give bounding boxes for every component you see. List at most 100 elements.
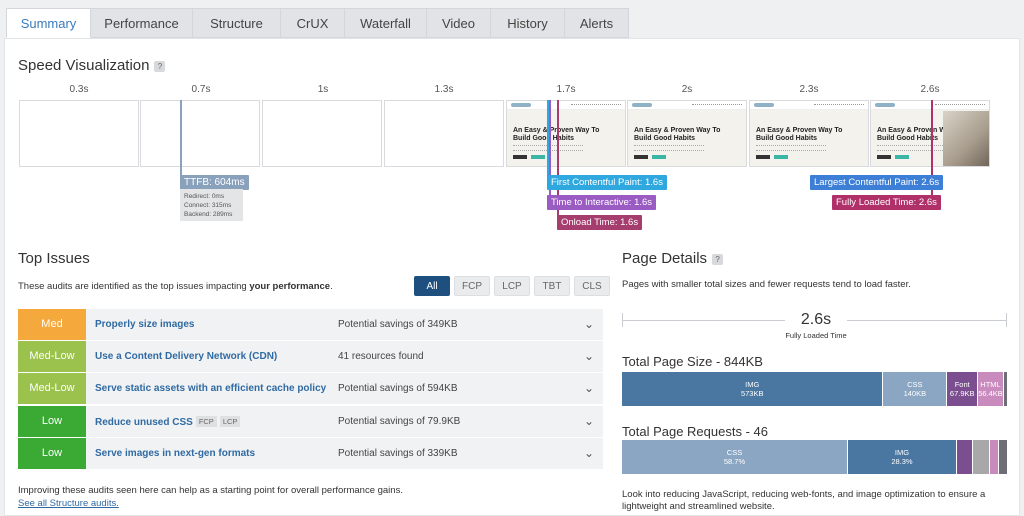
filmstrip-frame[interactable]: [19, 100, 139, 167]
tab-crux[interactable]: CrUX: [281, 8, 345, 38]
ttfb-breakdown: Redirect: 0ms Connect: 315ms Backend: 28…: [180, 189, 243, 221]
issue-title-text[interactable]: Properly size images: [95, 319, 195, 330]
issue-title-text[interactable]: Serve static assets with an efficient ca…: [95, 383, 327, 394]
total-page-size-title: Total Page Size - 844KB: [622, 354, 763, 369]
timeline-tick: 1.7s: [556, 84, 576, 95]
stack-segment[interactable]: IMG 28.3%: [847, 440, 957, 474]
page-size-bar: IMG 573KB CSS 140KB Font 67.9KB HTML 56.4KB: [622, 372, 1007, 406]
issue-title[interactable]: Serve images in next-gen formats: [95, 448, 255, 459]
chevron-down-icon[interactable]: ⌄: [583, 446, 595, 460]
stack-segment[interactable]: [990, 440, 999, 474]
stack-segment[interactable]: [1003, 372, 1007, 406]
ttfb-backend: Backend: 289ms: [184, 211, 233, 218]
gauge-right-cap: [1006, 313, 1007, 327]
frame-headline: An Easy & Proven Way To Build Good Habit…: [513, 127, 600, 142]
page-screenshot: An Easy & Proven Way To Build Good Habit…: [507, 101, 625, 166]
issue-title-text[interactable]: Reduce unused CSS: [95, 417, 193, 428]
issue-row[interactable]: Med-Low Use a Content Delivery Network (C…: [18, 341, 603, 372]
segment-value: 56.4KB: [978, 389, 1003, 398]
segment-name: IMG: [894, 448, 910, 457]
help-icon[interactable]: ?: [712, 253, 724, 265]
segment-value: 58.7%: [723, 457, 746, 466]
segment-name: Font: [954, 380, 970, 389]
stack-segment[interactable]: [998, 440, 1007, 474]
segment-name: CSS: [726, 448, 743, 457]
issue-title[interactable]: Reduce unused CSS FCP LCP: [95, 416, 241, 428]
page-details-title: Page Details: [622, 250, 708, 267]
desc-bold: your performance: [249, 281, 331, 292]
filter-cls[interactable]: CLS: [574, 276, 610, 296]
tti-marker: Time to Interactive: 1.6s: [547, 195, 657, 210]
filmstrip-frame[interactable]: [140, 100, 260, 167]
fully-loaded-value: 2.6s: [785, 311, 847, 329]
page-details-heading: Page Details?: [622, 250, 724, 267]
filmstrip-frame[interactable]: [262, 100, 382, 167]
segment-name: HTML: [980, 380, 1001, 389]
filter-fcp[interactable]: FCP: [454, 276, 490, 296]
issue-savings: Potential savings of 79.9KB: [338, 416, 461, 427]
chevron-down-icon[interactable]: ⌄: [583, 317, 595, 331]
metric-chip: LCP: [219, 416, 241, 427]
severity-badge: Low: [18, 406, 86, 437]
frame-headline: An Easy & Proven Way To Build Good Habit…: [877, 127, 964, 142]
stack-segment[interactable]: CSS 140KB: [883, 372, 948, 406]
segment-name: CSS: [907, 380, 923, 389]
tti-line: [549, 100, 551, 196]
metric-chip: FCP: [195, 416, 217, 427]
ttfb-redirect: Redirect: 0ms: [184, 193, 225, 200]
tab-alerts[interactable]: Alerts: [565, 8, 629, 38]
onload-line: [557, 100, 559, 216]
stack-segment[interactable]: IMG 573KB: [622, 372, 884, 406]
filmstrip-frame[interactable]: An Easy & Proven Way To Build Good Habit…: [627, 100, 747, 167]
issue-title[interactable]: Properly size images: [95, 319, 195, 330]
issue-row[interactable]: Med Properly size images Potential savings…: [18, 309, 603, 340]
tab-performance[interactable]: Performance: [91, 8, 193, 38]
issue-title[interactable]: Serve static assets with an efficient ca…: [95, 383, 326, 394]
ttfb-marker: TTFB: 604ms: [180, 175, 249, 190]
issue-filters: All FCP LCP TBT CLS: [414, 276, 610, 296]
stack-segment[interactable]: [973, 440, 991, 474]
segment-value: 28.3%: [891, 457, 913, 466]
chevron-down-icon[interactable]: ⌄: [583, 381, 595, 395]
desc-text: These audits are identified as the top i…: [18, 281, 250, 292]
onload-marker: Onload Time: 1.6s: [557, 215, 643, 230]
tab-history[interactable]: History: [491, 8, 565, 38]
issue-row[interactable]: Low Serve images in next-gen formats Poten…: [18, 438, 603, 469]
issue-title-text[interactable]: Serve images in next-gen formats: [95, 448, 256, 459]
segment-name: IMG: [745, 380, 760, 389]
stack-segment[interactable]: CSS 58.7%: [622, 440, 848, 474]
tab-summary[interactable]: Summary: [6, 8, 91, 38]
issue-savings: 41 resources found: [338, 351, 424, 362]
stack-segment[interactable]: HTML 56.4KB: [978, 372, 1004, 406]
filmstrip-frame[interactable]: An Easy & Proven Way To Build Good Habit…: [506, 100, 626, 167]
filmstrip-frame[interactable]: [384, 100, 504, 167]
severity-badge: Med: [18, 309, 86, 340]
timeline-tick: 0.7s: [191, 84, 211, 95]
tab-video[interactable]: Video: [427, 8, 491, 38]
stack-segment[interactable]: [956, 440, 974, 474]
help-icon[interactable]: ?: [154, 60, 166, 72]
top-issues-title: Top Issues: [18, 250, 90, 267]
tab-waterfall[interactable]: Waterfall: [345, 8, 427, 38]
page-screenshot: An Easy & Proven Way To Build Good Habit…: [750, 101, 868, 166]
see-all-structure-audits-link[interactable]: See all Structure audits.: [18, 498, 119, 509]
issue-row[interactable]: Low Reduce unused CSS FCP LCP Potential savi…: [18, 406, 603, 437]
filter-lcp[interactable]: LCP: [494, 276, 530, 296]
filter-tbt[interactable]: TBT: [534, 276, 570, 296]
issue-title[interactable]: Use a Content Delivery Network (CDN): [95, 351, 277, 362]
severity-badge: Med-Low: [18, 373, 86, 404]
fully-loaded-line: [931, 100, 933, 196]
timeline-tick: 1s: [317, 84, 329, 95]
segment-value: 140KB: [903, 389, 927, 398]
page-screenshot: An Easy & Proven Way To Build Good Habit…: [628, 101, 746, 166]
frame-headline: An Easy & Proven Way To Build Good Habit…: [756, 127, 843, 142]
filmstrip-frame[interactable]: An Easy & Proven Way To Build Good Habit…: [870, 100, 990, 167]
filmstrip-frame[interactable]: An Easy & Proven Way To Build Good Habit…: [749, 100, 869, 167]
issue-row[interactable]: Med-Low Serve static assets with an effic…: [18, 373, 603, 404]
issue-title-text[interactable]: Use a Content Delivery Network (CDN): [95, 351, 278, 362]
stack-segment[interactable]: Font 67.9KB: [947, 372, 979, 406]
tab-structure[interactable]: Structure: [193, 8, 281, 38]
chevron-down-icon[interactable]: ⌄: [583, 349, 595, 363]
filter-all[interactable]: All: [414, 276, 450, 296]
chevron-down-icon[interactable]: ⌄: [583, 414, 595, 428]
